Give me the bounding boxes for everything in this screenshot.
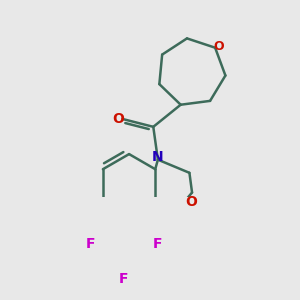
Text: F: F: [119, 272, 129, 286]
Text: F: F: [85, 237, 95, 251]
Text: F: F: [153, 237, 162, 251]
Text: O: O: [112, 112, 124, 126]
Text: N: N: [152, 150, 164, 164]
Text: O: O: [185, 195, 197, 209]
Text: O: O: [214, 40, 224, 53]
